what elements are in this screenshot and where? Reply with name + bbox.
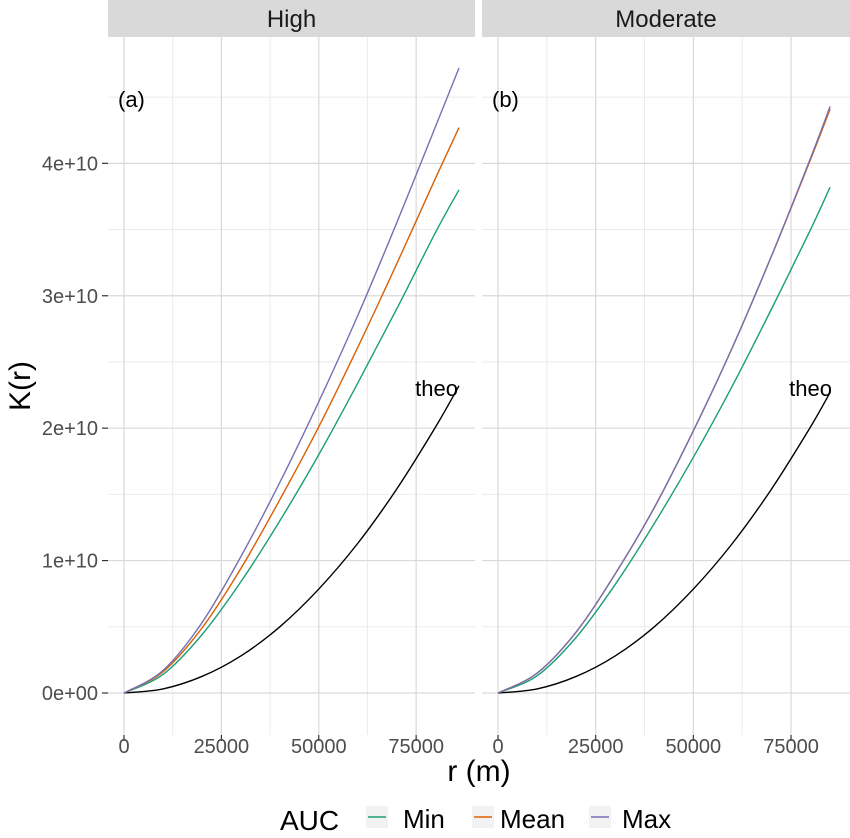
theo-label-moderate: theo: [789, 376, 832, 401]
legend-label-min: Min: [403, 804, 445, 833]
panel-background-high: [108, 37, 475, 735]
y-tick-label: 0e+00: [42, 683, 98, 705]
series-line-max: [123, 67, 460, 694]
y-axis: 0e+00 1e+10 2e+10 3e+10 4e+10: [42, 153, 108, 705]
panel-background-moderate: [482, 37, 850, 735]
legend-label-mean: Mean: [500, 804, 565, 833]
series-line-theo: [123, 385, 460, 694]
panel-tag-b: (b): [492, 87, 519, 112]
legend: AUC Min Mean Max: [280, 804, 671, 836]
x-tick-label: 75000: [763, 736, 819, 758]
strip-background-high: [108, 0, 475, 37]
legend-label-max: Max: [622, 804, 671, 833]
x-axis-moderate: 0 25000 50000 75000: [492, 735, 819, 758]
series-line-min: [497, 186, 831, 694]
legend-entry-min: Min: [366, 804, 445, 834]
x-tick-label: 75000: [388, 736, 444, 758]
y-tick-label: 3e+10: [42, 286, 98, 308]
x-axis-high: 0 25000 50000 75000: [118, 735, 444, 758]
x-tick-label: 25000: [194, 736, 250, 758]
y-axis-title: K(r): [4, 361, 37, 411]
panel-high: High (a) theo: [108, 0, 475, 735]
x-tick-label: 50000: [291, 736, 347, 758]
x-tick-label: 25000: [568, 736, 624, 758]
x-axis-title: r (m): [447, 755, 510, 788]
panel-moderate: Moderate (b) theo: [482, 0, 850, 735]
series-line-mean: [123, 127, 460, 694]
series-line-min: [123, 189, 460, 694]
legend-entry-mean: Mean: [472, 804, 565, 834]
x-tick-label: 0: [118, 736, 129, 758]
y-tick-label: 1e+10: [42, 551, 98, 573]
series-line-theo: [497, 392, 831, 694]
strip-background-moderate: [482, 0, 850, 37]
theo-label-high: theo: [415, 376, 458, 401]
lines-high: [123, 67, 460, 694]
series-line-max: [497, 106, 831, 694]
strip-label-moderate: Moderate: [615, 6, 716, 33]
panel-tag-a: (a): [118, 87, 145, 112]
grid-high: [108, 37, 475, 735]
y-tick-label: 4e+10: [42, 153, 98, 175]
x-tick-label: 0: [492, 736, 503, 758]
strip-label-high: High: [267, 6, 316, 33]
grid-moderate: [482, 37, 850, 735]
x-tick-label: 50000: [666, 736, 722, 758]
legend-entry-max: Max: [589, 804, 671, 834]
legend-title: AUC: [280, 805, 339, 833]
lines-moderate: [497, 106, 831, 694]
y-tick-label: 2e+10: [42, 418, 98, 440]
